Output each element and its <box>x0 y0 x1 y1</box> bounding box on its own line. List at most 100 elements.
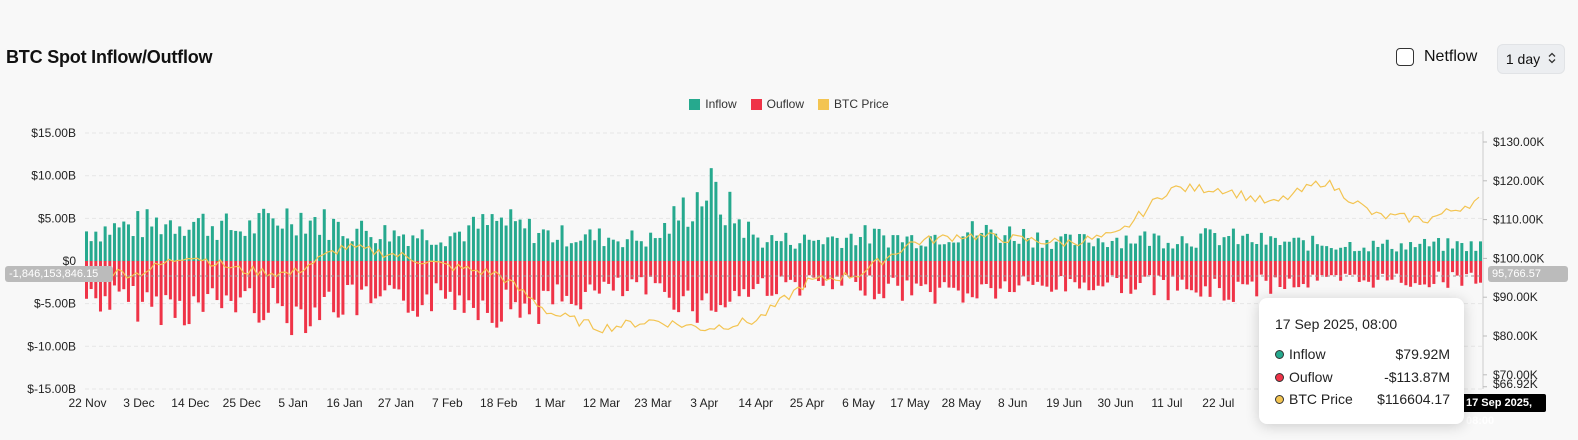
inflow-bar <box>1245 233 1249 261</box>
inflow-bar <box>1078 234 1082 261</box>
inflow-bar <box>625 239 629 261</box>
legend-label-inflow: Inflow <box>705 97 737 111</box>
inflow-bar <box>462 241 466 261</box>
netflow-checkbox[interactable] <box>1396 48 1414 66</box>
outflow-bar <box>299 261 303 310</box>
netflow-toggle[interactable]: Netflow <box>1396 48 1477 66</box>
inflow-bar <box>947 242 951 261</box>
inflow-bar <box>1278 245 1282 261</box>
inflow-bar <box>807 239 811 261</box>
inflow-bar <box>1469 241 1473 261</box>
inflow-bar <box>672 206 676 261</box>
inflow-bar <box>1045 239 1049 261</box>
outflow-bar <box>1120 261 1124 294</box>
inflow-bar <box>252 233 256 261</box>
inflow-bar <box>607 237 611 261</box>
legend-item-outflow[interactable]: Ouflow <box>750 97 804 111</box>
outflow-bar <box>332 261 336 313</box>
inflow-bar <box>998 242 1002 261</box>
outflow-bar <box>1418 261 1422 285</box>
outflow-bar <box>882 261 886 299</box>
x-tick-label: 3 Apr <box>690 396 718 410</box>
inflow-bar <box>1292 237 1296 261</box>
outflow-bar <box>672 261 676 310</box>
x-tick-label: 25 Apr <box>790 396 825 410</box>
btc-price-line <box>84 179 1480 334</box>
legend-swatch-price <box>818 98 830 110</box>
inflow-bar <box>1096 238 1100 261</box>
inflow-bar <box>1371 240 1375 261</box>
outflow-bar <box>402 261 406 301</box>
inflow-bar <box>924 246 928 261</box>
inflow-bar <box>388 241 392 261</box>
inflow-bar <box>677 220 681 261</box>
inflow-bar <box>1334 249 1338 261</box>
outflow-bar <box>681 261 685 297</box>
legend-item-inflow[interactable]: Inflow <box>689 97 737 111</box>
outflow-bar <box>914 261 918 284</box>
outflow-bar <box>1236 261 1240 282</box>
outflow-bar <box>975 261 979 299</box>
inflow-bar <box>770 235 774 261</box>
outflow-bar <box>1385 261 1389 281</box>
outflow-bar <box>1320 261 1324 276</box>
outflow-bar <box>252 261 256 314</box>
outflow-bar <box>924 261 928 285</box>
outflow-bar <box>998 261 1002 289</box>
inflow-bar <box>798 243 802 261</box>
inflow-bar <box>1287 241 1291 261</box>
inflow-bar <box>569 243 573 261</box>
inflow-bar <box>1017 243 1021 261</box>
outflow-bar <box>350 261 354 285</box>
inflow-bar <box>318 234 322 261</box>
outflow-bar <box>966 261 970 294</box>
legend-item-price[interactable]: BTC Price <box>818 97 889 111</box>
inflow-bar <box>733 223 737 261</box>
outflow-bar <box>1227 261 1231 300</box>
outflow-bar <box>140 261 144 302</box>
outflow-bar <box>495 261 499 328</box>
inflow-bar <box>509 209 513 261</box>
x-tick-label: 30 Jun <box>1097 396 1133 410</box>
inflow-bar <box>1427 246 1431 261</box>
outflow-bar <box>471 261 475 308</box>
period-select[interactable]: 1 day <box>1497 44 1565 74</box>
inflow-bar <box>779 241 783 261</box>
outflow-bar <box>462 261 466 313</box>
outflow-bar <box>905 261 909 281</box>
inflow-bar <box>933 234 937 261</box>
inflow-bar <box>1064 233 1068 261</box>
outflow-bar <box>1036 261 1040 282</box>
outflow-bar <box>942 261 946 283</box>
inflow-bar <box>1208 229 1212 261</box>
inflow-bar <box>406 245 410 261</box>
inflow-bar <box>905 236 909 261</box>
inflow-bar <box>723 225 727 261</box>
outflow-bar <box>448 261 452 292</box>
y-right-tick-label: $90.00K <box>1493 290 1538 304</box>
outflow-bar <box>1161 261 1165 280</box>
inflow-bar <box>85 231 88 261</box>
outflow-bar <box>173 261 177 318</box>
outflow-bar <box>994 261 998 299</box>
y-right-tick-label: $100.00K <box>1493 251 1544 265</box>
inflow-bar <box>150 226 154 261</box>
inflow-bar <box>1133 243 1137 261</box>
outflow-bar <box>933 261 937 304</box>
inflow-bar <box>1120 248 1124 261</box>
inflow-bar <box>457 231 461 261</box>
inflow-bar <box>784 232 788 261</box>
inflow-bar <box>1390 248 1394 261</box>
outflow-bar <box>262 261 266 321</box>
inflow-bar <box>257 213 261 261</box>
outflow-bar <box>1203 261 1207 287</box>
updown-chevron-icon <box>1548 51 1556 67</box>
outflow-bar <box>593 261 597 291</box>
inflow-bar <box>565 246 569 261</box>
inflow-bar <box>840 247 844 261</box>
outflow-bar <box>1213 261 1217 279</box>
outflow-bar <box>360 261 364 290</box>
outflow-bar <box>178 261 182 301</box>
x-tick-label: 18 Feb <box>480 396 518 410</box>
